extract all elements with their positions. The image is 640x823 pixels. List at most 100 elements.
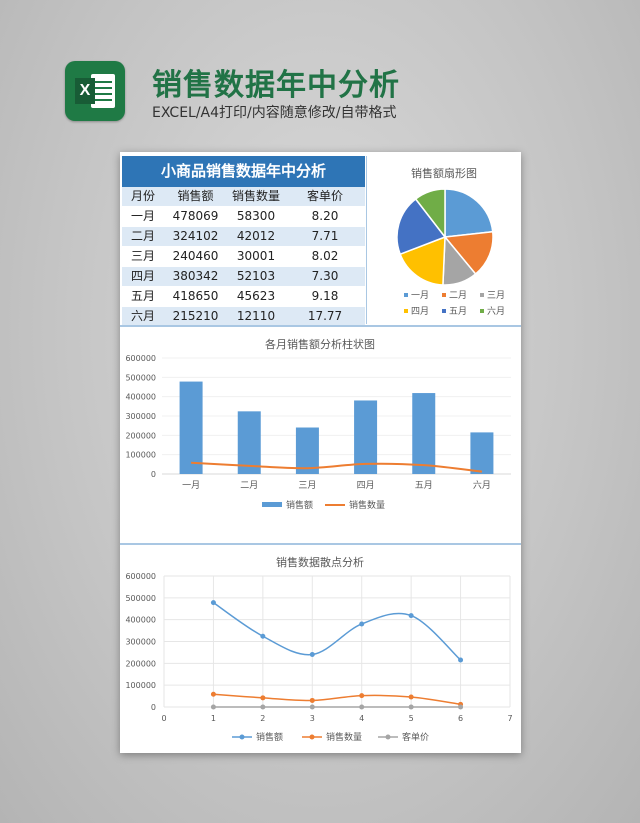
x-tick-label: 5 xyxy=(409,714,414,723)
section-divider xyxy=(120,543,521,545)
sales-qty-cell: 58300 xyxy=(236,209,276,223)
legend-label: 一月 xyxy=(411,290,429,301)
legend-label: 六月 xyxy=(487,305,505,317)
unit-price-cell: 7.30 xyxy=(311,269,339,283)
data-point xyxy=(309,651,315,657)
table-row: 四月 380342 52103 7.30 xyxy=(122,267,365,287)
unit-price-cell: 7.71 xyxy=(311,229,339,243)
y-tick-label: 500000 xyxy=(125,373,156,382)
y-tick-label: 600000 xyxy=(125,572,156,581)
x-tick-label: 一月 xyxy=(182,480,200,491)
page-title: 销售数据年中分析 xyxy=(152,68,400,103)
pie-slice xyxy=(444,188,494,238)
excel-logo-icon: X xyxy=(65,61,125,121)
sales-qty-cell: 30001 xyxy=(236,249,276,263)
y-tick-label: 0 xyxy=(151,470,156,479)
month-cell: 五月 xyxy=(130,289,155,303)
x-tick-label: 四月 xyxy=(357,480,375,491)
quantity-line xyxy=(191,461,483,473)
unit-price-cell: 9.18 xyxy=(311,289,339,303)
month-cell: 六月 xyxy=(130,309,155,323)
sales-qty-cell: 52103 xyxy=(236,269,276,283)
pie-slice xyxy=(399,235,446,286)
legend-swatch xyxy=(442,293,446,297)
data-point xyxy=(260,704,266,710)
table-row: 六月 215210 12110 17.77 xyxy=(122,307,365,327)
section-divider xyxy=(120,325,521,327)
month-cell: 四月 xyxy=(130,269,155,283)
col-header: 月份 xyxy=(130,189,155,203)
data-point xyxy=(408,613,414,619)
legend-swatch xyxy=(442,309,446,313)
x-tick-label: 7 xyxy=(507,714,512,723)
month-cell: 一月 xyxy=(130,209,155,223)
logo-letter: X xyxy=(75,78,95,104)
legend-swatch xyxy=(404,309,408,313)
legend-label: 二月 xyxy=(449,290,467,301)
legend-label: 四月 xyxy=(411,306,429,317)
data-point xyxy=(359,704,365,710)
x-tick-label: 三月 xyxy=(298,480,316,491)
table-row: 三月 240460 30001 8.02 xyxy=(122,247,365,267)
month-cell: 二月 xyxy=(130,229,155,243)
vertical-divider xyxy=(366,156,367,324)
x-tick-label: 3 xyxy=(310,714,315,723)
data-point xyxy=(359,693,365,699)
pie-slice xyxy=(396,197,447,256)
data-point xyxy=(458,657,464,663)
bar-chart-title: 各月销售额分析柱状图 xyxy=(265,337,375,351)
y-tick-label: 200000 xyxy=(125,431,156,440)
legend-swatch xyxy=(480,293,484,297)
series-line xyxy=(213,602,462,661)
legend-label: 销售额 xyxy=(256,731,283,743)
y-tick-label: 300000 xyxy=(125,412,156,421)
sales-amount-cell: 215210 xyxy=(172,309,219,323)
y-tick-label: 100000 xyxy=(125,681,156,690)
data-point xyxy=(408,704,414,710)
unit-price-cell: 8.02 xyxy=(311,249,339,263)
sales-amount-cell: 380342 xyxy=(172,269,219,283)
sales-qty-cell: 12110 xyxy=(236,309,276,323)
y-tick-label: 0 xyxy=(151,703,156,712)
sales-table: 小商品销售数据年中分析 月份 销售额 销售数量 客单价 一月 478069 5830… xyxy=(122,156,365,327)
data-point xyxy=(260,695,266,701)
y-tick-label: 600000 xyxy=(125,354,156,363)
unit-price-cell: 17.77 xyxy=(307,309,343,323)
table-body: 一月 478069 58300 8.20 二月 324102 42012 7.71 三月 2404… xyxy=(122,207,365,327)
table-row: 一月 478069 58300 8.20 xyxy=(122,207,365,227)
pie-title: 销售额扇形图 xyxy=(411,166,477,180)
table-header-row: 月份 销售额 销售数量 客单价 xyxy=(122,187,365,207)
bar xyxy=(412,393,436,474)
legend-marker xyxy=(309,734,315,740)
y-tick-label: 200000 xyxy=(125,659,156,668)
sales-amount-cell: 418650 xyxy=(172,289,219,303)
data-point xyxy=(210,600,216,606)
bar xyxy=(237,411,261,474)
table-row: 五月 418650 45623 9.18 xyxy=(122,287,365,307)
bar-chart: 各月销售额分析柱状图 0 100000 200000 300000 400000 50000… xyxy=(125,337,511,511)
sales-amount-cell: 240460 xyxy=(172,249,219,263)
logo-sheet xyxy=(91,74,115,108)
month-cell: 三月 xyxy=(130,249,155,263)
sales-amount-cell: 324102 xyxy=(172,229,219,243)
x-tick-label: 0 xyxy=(161,714,166,723)
sales-amount-cell: 478069 xyxy=(172,209,219,223)
sales-qty-cell: 45623 xyxy=(236,289,276,303)
bar xyxy=(295,427,319,474)
legend-marker xyxy=(239,734,245,740)
col-header: 销售额 xyxy=(177,189,214,203)
x-tick-label: 二月 xyxy=(240,480,258,491)
y-tick-label: 100000 xyxy=(125,451,156,460)
table-row: 二月 324102 42012 7.71 xyxy=(122,227,365,247)
data-point xyxy=(359,621,365,627)
legend-label: 客单价 xyxy=(402,731,429,743)
legend-label: 销售数量 xyxy=(326,731,362,743)
x-tick-label: 1 xyxy=(211,714,216,723)
data-point xyxy=(260,633,266,639)
data-point xyxy=(210,704,216,710)
series-line xyxy=(213,693,461,706)
col-header: 客单价 xyxy=(306,189,343,203)
legend-marker xyxy=(385,734,391,740)
x-tick-label: 4 xyxy=(359,714,364,723)
bar xyxy=(179,381,203,474)
